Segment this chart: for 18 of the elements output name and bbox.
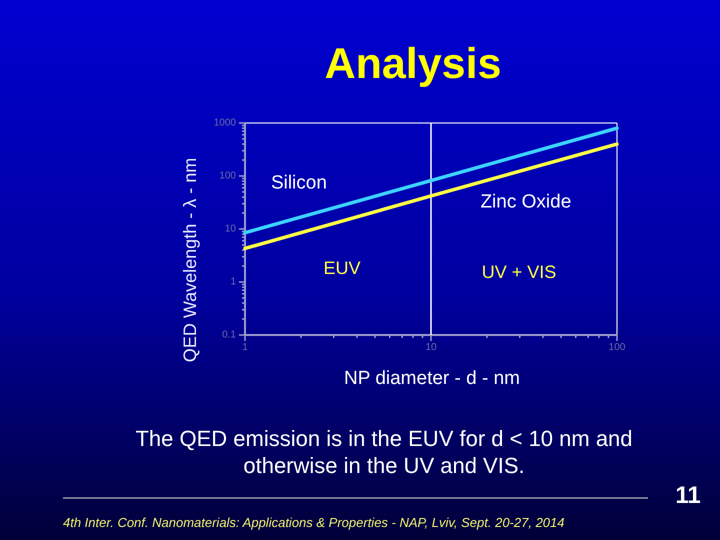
x-tick-label: 100 [608,342,626,353]
annotation: UV + VIS [482,262,556,282]
annotation: EUV [323,258,361,278]
y-tick-label: 10 [224,224,236,234]
series-label: Silicon [270,172,327,194]
y-tick-label: 1000 [214,118,236,128]
series-label: Zinc Oxide [480,191,572,212]
y-tick-label: 0.1 [222,330,236,340]
y-tick-label: 1 [230,276,236,288]
text: The QED emission is in the EUV for d < 10 nm and otherwise in the UV and VIS. [135,426,633,478]
x-tick-label: 10 [425,342,437,353]
x-axis-title: NP diameter - d - nm [344,368,520,389]
text: 11 [675,482,701,509]
chart-title: Analysis [324,40,502,88]
y-tick-label: 100 [219,170,236,182]
x-tick-label: 1 [242,342,248,353]
text: 4th Inter. Conf. Nanomaterials: Applications & Properties - NAP, Lviv, Sept. 20-27, 2014 [63,515,564,530]
y-axis-title: QED Wavelength - λ - nm [180,158,200,362]
